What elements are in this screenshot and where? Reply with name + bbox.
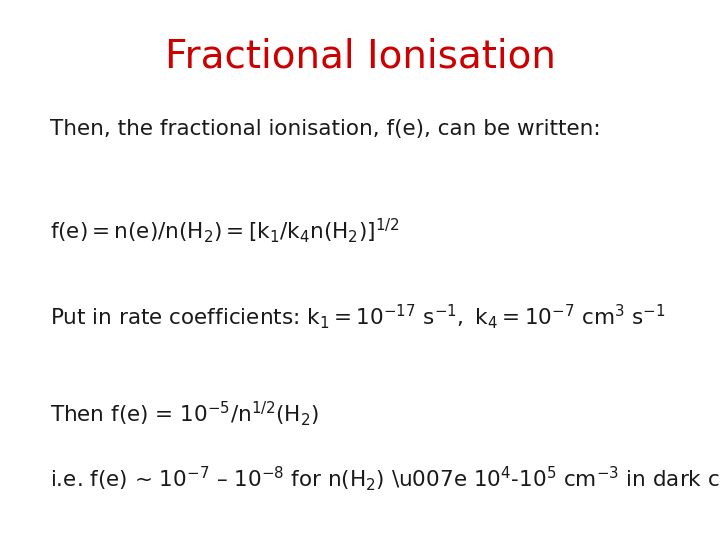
Text: Put in rate coefficients: $\mathrm{k}_1 = 10^{-17}\ \mathrm{s}^{-1}$$\mathrm{,\ : Put in rate coefficients: $\mathrm{k}_1 …: [50, 302, 666, 331]
Text: Fractional Ionisation: Fractional Ionisation: [165, 38, 555, 76]
Text: Then, the fractional ionisation, f(e), can be written:: Then, the fractional ionisation, f(e), c…: [50, 119, 601, 139]
Text: i.e. f(e) ~ $10^{-7}$ – $10^{-8}$ for $\mathrm{n(H}_2\mathrm{)}$ \u007e $10^4$-$: i.e. f(e) ~ $10^{-7}$ – $10^{-8}$ for $\…: [50, 464, 720, 493]
Text: $\mathrm{f(e) = n(e)/n(H}_2\mathrm{) = [k}_1\mathrm{/k}_4\mathrm{n(H}_2\mathrm{): $\mathrm{f(e) = n(e)/n(H}_2\mathrm{) = […: [50, 216, 400, 245]
Text: Then f(e) = $10^{-5}/\mathrm{n}^{1/2}\mathrm{(H}_2\mathrm{)}$: Then f(e) = $10^{-5}/\mathrm{n}^{1/2}\ma…: [50, 400, 319, 428]
